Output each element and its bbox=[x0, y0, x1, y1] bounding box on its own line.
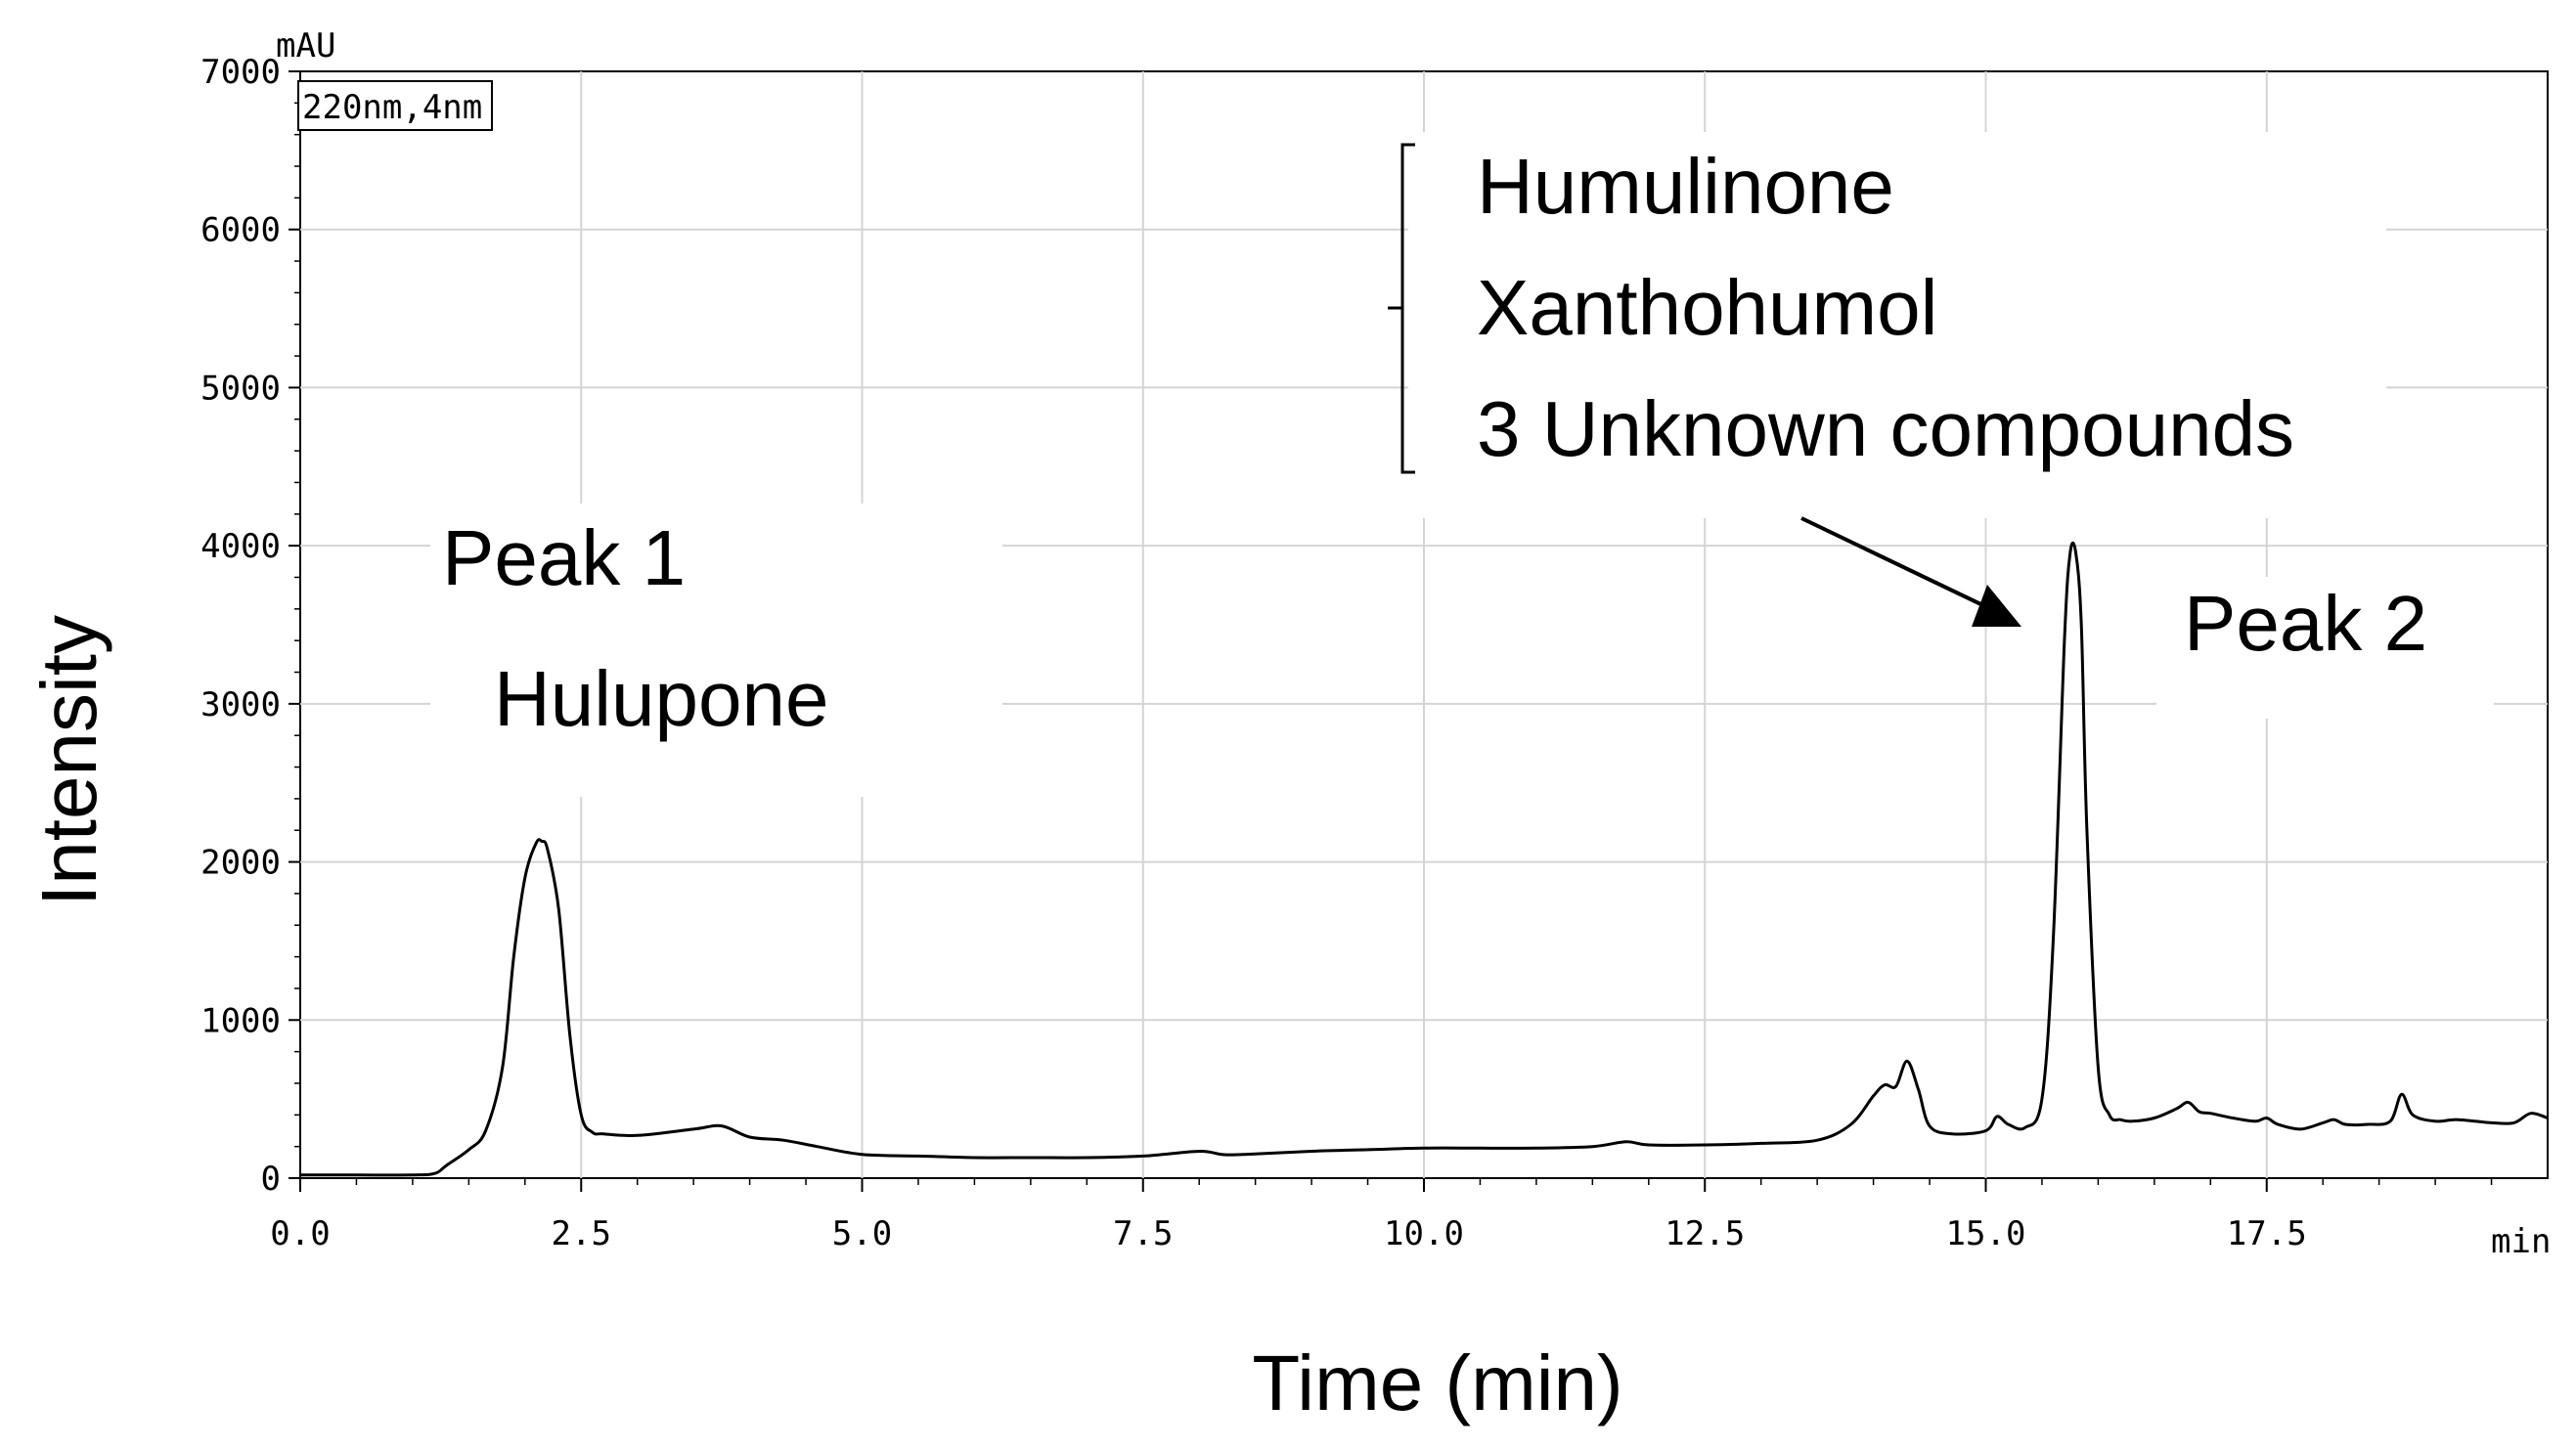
x-tick-label: 17.5 bbox=[2227, 1214, 2307, 1253]
x-unit-label: min bbox=[2491, 1222, 2551, 1261]
annot-mask-right bbox=[2156, 577, 2494, 719]
y-tick-label: 0 bbox=[261, 1160, 281, 1199]
y-axis-title: Intensity bbox=[25, 615, 112, 906]
detector-label: 220nm,4nm bbox=[302, 88, 482, 127]
y-unit-label: mAU bbox=[276, 26, 335, 66]
x-tick-label: 15.0 bbox=[1946, 1214, 2026, 1253]
chromatogram-trace bbox=[299, 541, 2549, 1177]
y-tick-labels: 0 1000 2000 3000 4000 5000 6000 7000 bbox=[200, 53, 281, 1199]
bracket-item-unknown: 3 Unknown compounds bbox=[1477, 385, 2294, 472]
x-tick-label: 2.5 bbox=[552, 1214, 611, 1253]
bracket-item-humulinone: Humulinone bbox=[1477, 143, 1894, 230]
x-tick-label: 12.5 bbox=[1665, 1214, 1745, 1253]
axis-ticks bbox=[289, 70, 2493, 1192]
y-tick-label: 1000 bbox=[200, 1001, 281, 1040]
detector-box bbox=[297, 80, 493, 131]
annot-mask-left bbox=[430, 504, 1002, 797]
peak1-label: Peak 1 bbox=[442, 514, 686, 601]
x-tick-label: 0.0 bbox=[270, 1214, 330, 1253]
y-tick-label: 6000 bbox=[200, 211, 281, 250]
annot-mask-top bbox=[1408, 132, 2386, 518]
y-tick-label: 2000 bbox=[200, 844, 281, 883]
compound-bracket bbox=[1388, 143, 1415, 474]
annotation-arrow-line bbox=[1800, 516, 1996, 613]
peak1-compound: Hulupone bbox=[494, 655, 829, 742]
bracket-item-xanthohumol: Xanthohumol bbox=[1477, 264, 1937, 351]
x-tick-label: 5.0 bbox=[832, 1214, 892, 1253]
y-tick-label: 5000 bbox=[200, 369, 281, 408]
y-tick-label: 3000 bbox=[200, 685, 281, 724]
x-tick-label: 10.0 bbox=[1384, 1214, 1464, 1253]
y-tick-label: 4000 bbox=[200, 527, 281, 566]
x-tick-label: 7.5 bbox=[1113, 1214, 1173, 1253]
x-axis-title: Time (min) bbox=[1252, 1339, 1622, 1426]
annotation-arrowhead bbox=[1972, 585, 2021, 627]
x-tick-labels: 0.0 2.5 5.0 7.5 10.0 12.5 15.0 17.5 bbox=[270, 1214, 2306, 1253]
y-tick-label: 7000 bbox=[200, 53, 281, 92]
peak2-label: Peak 2 bbox=[2184, 580, 2427, 667]
